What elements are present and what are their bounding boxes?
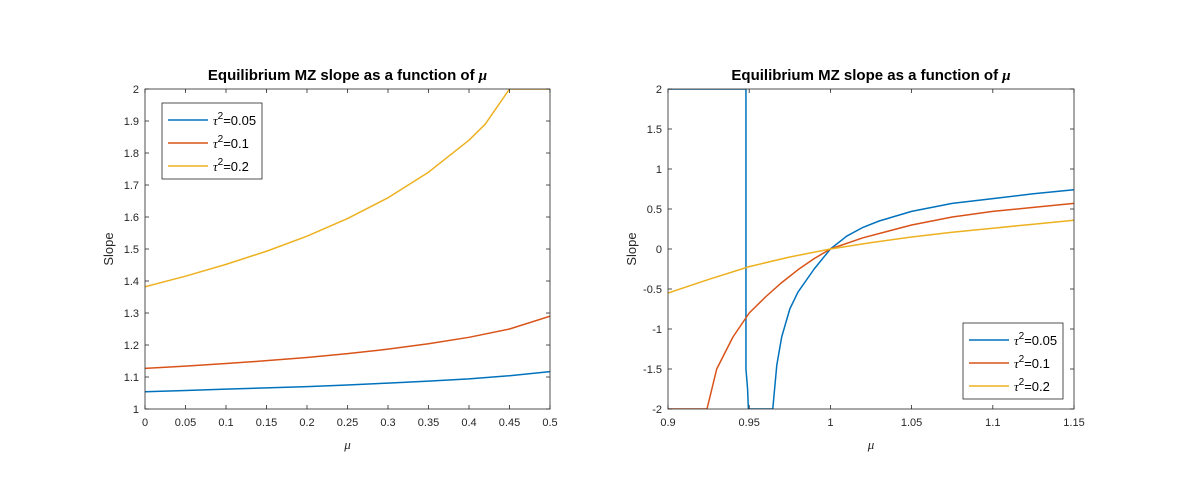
x-tick-label: 0.2 [299, 417, 314, 429]
y-tick-label: 2 [133, 84, 139, 96]
chart-title-text: Equilibrium MZ slope as a function of [731, 67, 1002, 84]
y-tick-label: 2 [656, 84, 662, 96]
x-tick-label: 1.15 [1063, 417, 1084, 429]
legend-label: τ2=0.2 [213, 157, 249, 174]
y-tick-label: 1.4 [124, 276, 139, 288]
legend-label-symbol: τ [1014, 379, 1020, 394]
series-group [668, 89, 1074, 409]
y-tick-label: -2 [652, 404, 662, 416]
x-tick-label: 1.05 [901, 417, 922, 429]
legend-label-symbol: τ [213, 159, 219, 174]
x-tick-label: 0.3 [380, 417, 395, 429]
y-tick-label: 0 [656, 244, 662, 256]
y-tick-label: 1.1 [124, 372, 139, 384]
chart-title-symbol: μ [478, 68, 487, 84]
y-tick-label: -1.5 [643, 364, 662, 376]
legend-label: τ2=0.1 [1014, 354, 1050, 371]
y-tick-label: -0.5 [643, 284, 662, 296]
y-tick-label: 1.5 [647, 124, 662, 136]
x-tick-label: 0.25 [337, 417, 358, 429]
x-tick-label: 0.5 [542, 417, 557, 429]
chart-title-symbol: μ [1001, 68, 1010, 84]
x-tick-label: 0.05 [175, 417, 196, 429]
legend-label: τ2=0.1 [213, 134, 249, 151]
chart-title-text: Equilibrium MZ slope as a function of [208, 67, 479, 84]
x-tick-label: 0.45 [499, 417, 520, 429]
series-group [145, 89, 550, 393]
x-tick-label: 0.9 [660, 417, 675, 429]
legend-label-symbol: τ [213, 136, 219, 151]
y-tick-label: 1.9 [124, 116, 139, 128]
series-line-3 [145, 89, 550, 288]
legend-label-superscript: 2 [1019, 331, 1025, 342]
y-tick-label: 1 [133, 404, 139, 416]
y-tick-label: 1.8 [124, 148, 139, 160]
series-line-3 [668, 219, 1074, 294]
chart-panel-2: 0.9 0.95 1 1.05 1.1 1.15 -2 -1.5 -1 -0.5 0 0.5 1 1.5 2… [624, 67, 1085, 452]
legend-label-symbol: τ [1014, 356, 1020, 371]
x-axis-title: μ [867, 437, 875, 452]
x-tick-label: 0.95 [738, 417, 759, 429]
x-tick-label: 0 [142, 417, 148, 429]
x-tick-label: 0.15 [256, 417, 277, 429]
series-line-1 [668, 89, 1074, 409]
y-axis-title: Slope [624, 232, 639, 265]
y-axis-title: Slope [101, 232, 116, 265]
legend-label-value: =0.2 [223, 159, 249, 174]
y-tick-label: 1.6 [124, 212, 139, 224]
y-tick-label: 1.2 [124, 340, 139, 352]
legend-label-superscript: 2 [1019, 377, 1025, 388]
x-tick-label: 0.4 [461, 417, 476, 429]
y-tick-label: 1.7 [124, 180, 139, 192]
legend-label-symbol: τ [213, 113, 219, 128]
x-axis-title: μ [343, 437, 351, 452]
y-tick-label: 1 [656, 164, 662, 176]
legend-label-superscript: 2 [218, 134, 224, 145]
x-tick-label: 1 [827, 417, 833, 429]
series-line-2 [145, 315, 550, 370]
legend-label-value: =0.05 [223, 113, 256, 128]
series-line-1 [145, 370, 550, 393]
x-tick-label: 1.1 [985, 417, 1000, 429]
legend-label: τ2=0.05 [213, 111, 256, 128]
y-tick-label: 1.3 [124, 308, 139, 320]
y-tick-label: 0.5 [647, 204, 662, 216]
legend-label: τ2=0.2 [1014, 377, 1050, 394]
legend-label: τ2=0.05 [1014, 331, 1057, 348]
legend-label-superscript: 2 [1019, 354, 1025, 365]
series-line-2 [668, 202, 1074, 409]
chart-title: Equilibrium MZ slope as a function of μ [731, 67, 1010, 84]
x-tick-label: 0.1 [218, 417, 233, 429]
legend-label-value: =0.05 [1024, 333, 1057, 348]
legend-label-symbol: τ [1014, 333, 1020, 348]
y-tick-label: 1.5 [124, 244, 139, 256]
x-tick-label: 0.35 [418, 417, 439, 429]
chart-panel-1: 0 0.05 0.1 0.15 0.2 0.25 0.3 0.35 0.4 0.45 0.5 1 1.1… [101, 67, 558, 452]
legend-label-superscript: 2 [218, 157, 224, 168]
legend-label-superscript: 2 [218, 111, 224, 122]
y-tick-label: -1 [652, 324, 662, 336]
legend-label-value: =0.1 [1024, 356, 1050, 371]
legend-label-value: =0.1 [223, 136, 249, 151]
legend-label-value: =0.2 [1024, 379, 1050, 394]
chart-title: Equilibrium MZ slope as a function of μ [208, 67, 487, 84]
